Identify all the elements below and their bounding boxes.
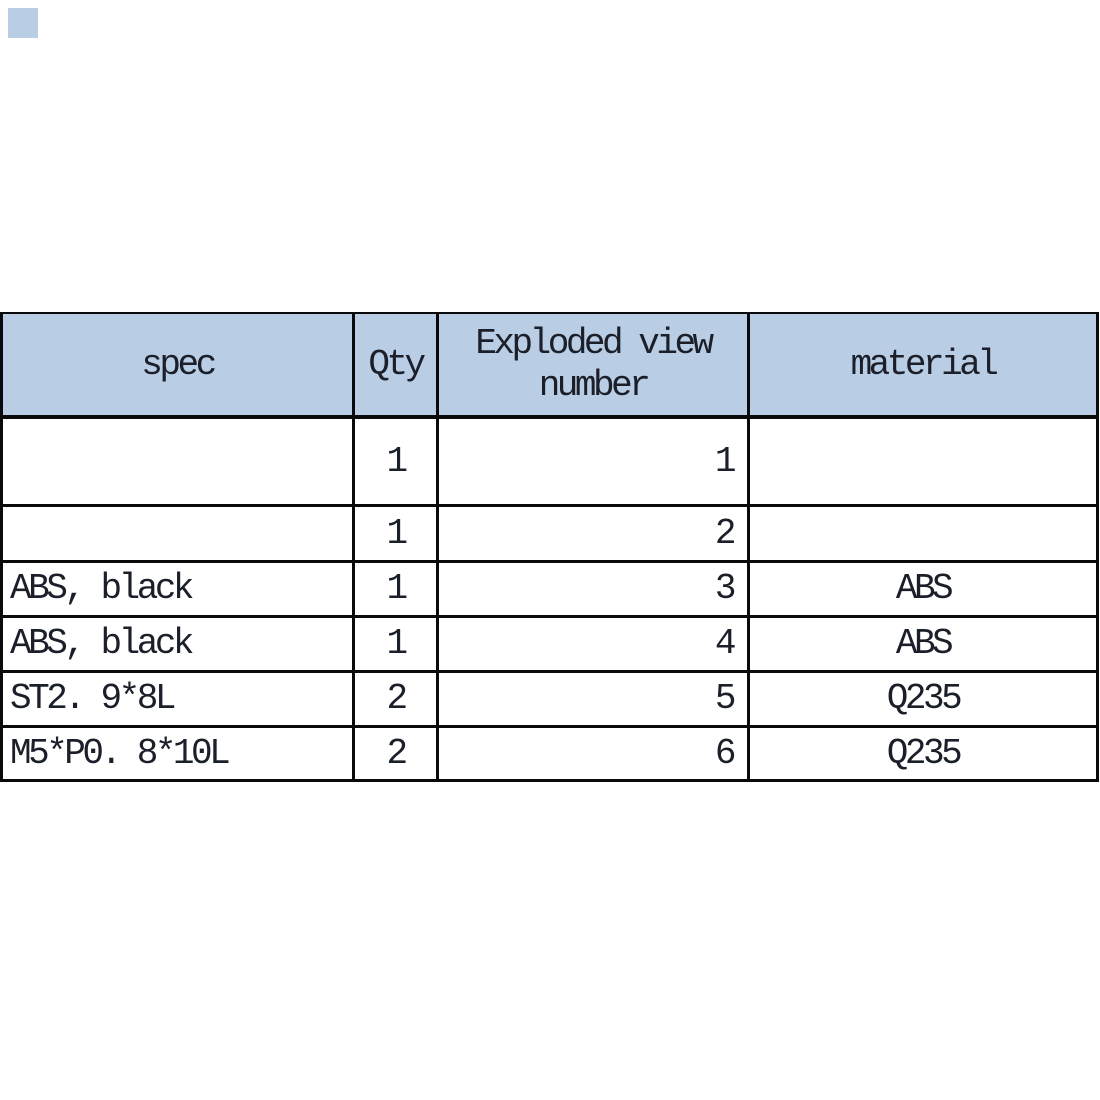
exploded-number-cell: 1 — [436, 415, 750, 507]
spec-cell: ABS, black — [0, 559, 355, 618]
material-cell: Q235 — [747, 669, 1099, 728]
qty-cell: 1 — [352, 614, 439, 673]
table-row: ABS, black 1 3 ABS — [0, 559, 1099, 618]
spec-cell: ABS, black — [0, 614, 355, 673]
exploded-number-cell: 6 — [436, 724, 750, 782]
column-header-qty: Qty — [352, 312, 439, 419]
exploded-number-cell: 4 — [436, 614, 750, 673]
exploded-number-cell: 5 — [436, 669, 750, 728]
spec-cell — [0, 415, 355, 507]
header-row: spec Qty Exploded view number material — [0, 312, 1099, 419]
qty-cell: 2 — [352, 669, 439, 728]
table-row: 1 1 — [0, 415, 1099, 507]
spec-cell — [0, 503, 355, 563]
table-row: 1 2 — [0, 503, 1099, 563]
exploded-number-cell: 2 — [436, 503, 750, 563]
column-header-exploded: Exploded view number — [436, 312, 750, 419]
table-row: ABS, black 1 4 ABS — [0, 614, 1099, 673]
table-row: ST2. 9*8L 2 5 Q235 — [0, 669, 1099, 728]
table-row: M5*P0. 8*10L 2 6 Q235 — [0, 724, 1099, 782]
corner-blue-square — [8, 8, 38, 38]
material-cell: Q235 — [747, 724, 1099, 782]
qty-cell: 1 — [352, 559, 439, 618]
column-header-spec: spec — [0, 312, 355, 419]
qty-cell: 2 — [352, 724, 439, 782]
table-body: 1 1 1 2 ABS, black 1 3 ABS ABS, black 1 … — [0, 415, 1099, 782]
spec-cell: M5*P0. 8*10L — [0, 724, 355, 782]
material-cell: ABS — [747, 559, 1099, 618]
material-cell — [747, 503, 1099, 563]
exploded-number-cell: 3 — [436, 559, 750, 618]
bom-table: spec Qty Exploded view number material 1… — [0, 312, 1099, 782]
qty-cell: 1 — [352, 503, 439, 563]
material-cell: ABS — [747, 614, 1099, 673]
table-header: spec Qty Exploded view number material — [0, 312, 1099, 419]
material-cell — [747, 415, 1099, 507]
spec-cell: ST2. 9*8L — [0, 669, 355, 728]
qty-cell: 1 — [352, 415, 439, 507]
column-header-material: material — [747, 312, 1099, 419]
